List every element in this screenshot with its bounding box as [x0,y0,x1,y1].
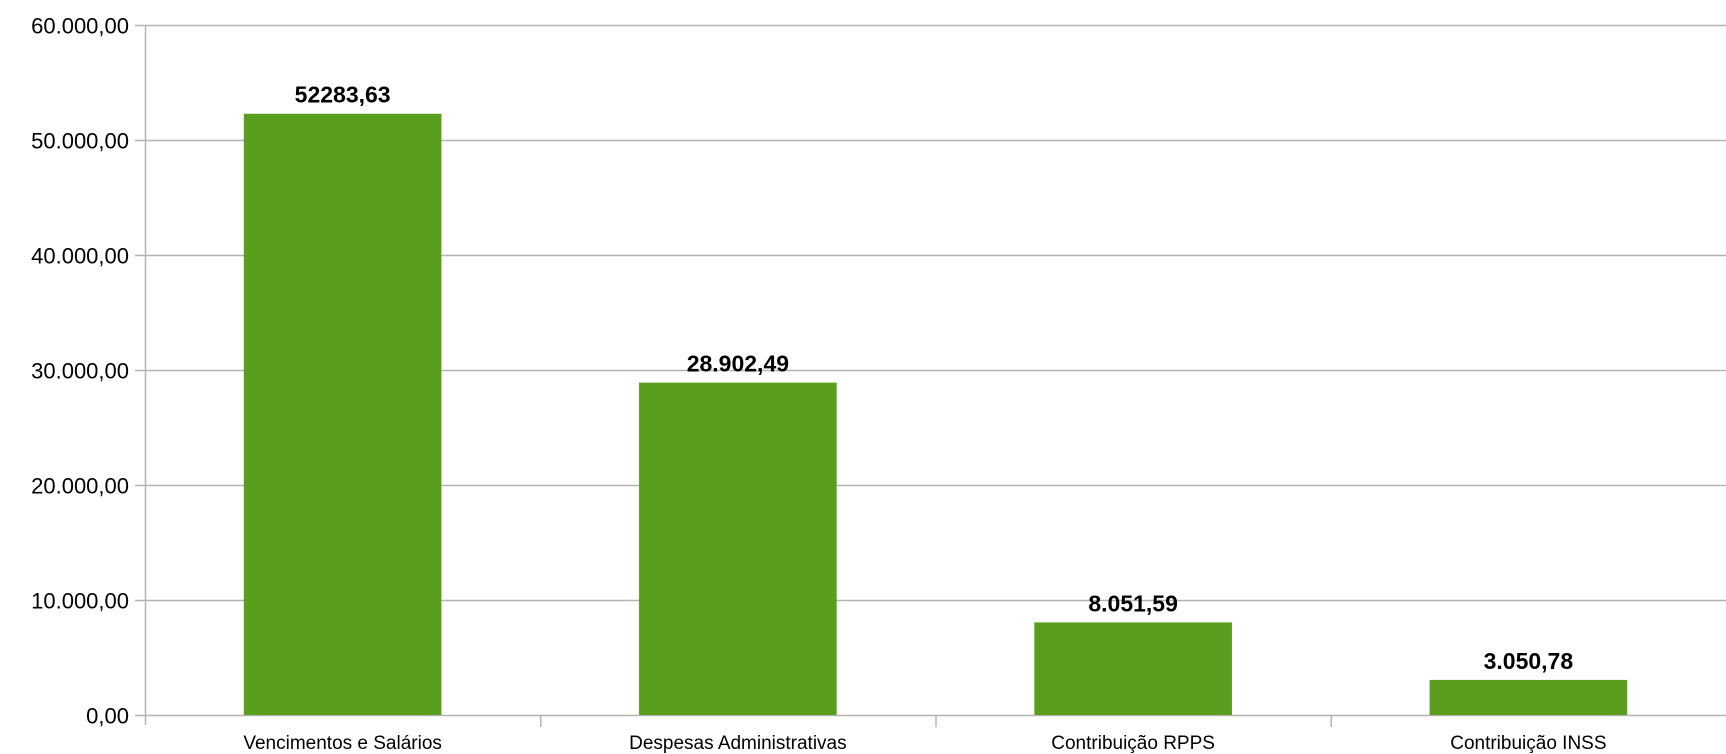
axes [135,24,1332,727]
y-tick-label: 50.000,00 [31,129,129,154]
bars [243,113,1628,715]
data-label: 28.902,49 [687,351,789,377]
y-tick-label: 30.000,00 [31,359,129,384]
x-tick-label: Contribuição RPPS [1051,733,1215,754]
x-tick-label: Despesas Administrativas [629,733,847,754]
data-label: 52283,63 [295,82,391,108]
y-tick-label: 10.000,00 [31,589,129,614]
y-tick-label: 60.000,00 [31,14,129,39]
bar [1034,622,1232,715]
labels: 0,00 10.000,00 20.000,00 30.000,00 40.000,00… [31,14,1606,754]
x-tick-label: Vencimentos e Salários [243,733,442,754]
bar [639,382,837,715]
y-tick-label: 20.000,00 [31,474,129,499]
data-label: 3.050,78 [1484,648,1574,674]
data-label: 8.051,59 [1088,590,1178,616]
bar [243,113,442,715]
bar [1429,679,1628,715]
y-tick-label: 0,00 [86,704,129,729]
y-tick-label: 40.000,00 [31,244,129,269]
x-tick-label: Contribuição INSS [1450,733,1606,754]
